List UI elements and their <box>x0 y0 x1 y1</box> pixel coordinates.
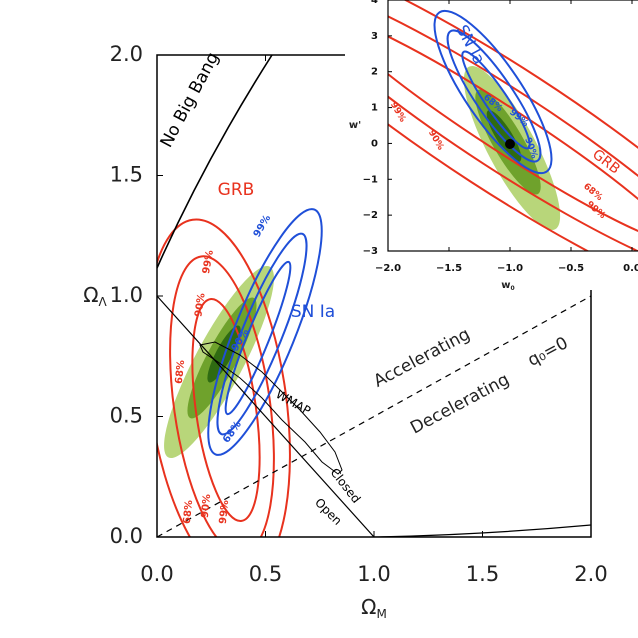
x-tick-label: 0.5 <box>249 562 282 586</box>
y-tick-label: −2 <box>363 210 378 221</box>
x-label: ΩM <box>361 595 387 621</box>
annotation: q₀=0 <box>524 333 571 371</box>
axis-symbol: w <box>501 280 510 291</box>
axis-subscript: M <box>376 607 386 621</box>
sn-90 <box>216 232 308 436</box>
annotation: 99% <box>252 213 273 239</box>
axis-symbol: w' <box>349 120 361 131</box>
y-tick-label: 1.0 <box>110 283 143 307</box>
annotation: 99% <box>201 249 216 274</box>
no-big-bang-line <box>157 55 273 269</box>
annotation: Closed <box>327 465 363 505</box>
sn-99 <box>207 208 323 456</box>
y-tick-label: 0.5 <box>110 404 143 428</box>
annotation: SN Ia <box>291 302 335 322</box>
inset-sn-90 <box>446 29 542 163</box>
inset-contours <box>388 0 638 251</box>
inset-sn-99 <box>433 9 553 175</box>
annotation: Open <box>312 495 345 528</box>
annotation: 68% <box>174 360 187 385</box>
x-tick-label: −0.5 <box>558 263 584 274</box>
x-label: w0 <box>501 280 514 292</box>
y-label: w' <box>349 120 361 131</box>
x-tick-label: 1.5 <box>466 562 499 586</box>
sn-68 <box>224 260 292 416</box>
annotation: 99% <box>218 500 231 525</box>
annotation: GRB <box>218 180 255 200</box>
grb-90 <box>169 255 275 537</box>
flat-line <box>157 295 375 537</box>
y-tick-label: −1 <box>363 174 378 185</box>
inset-grb-99 <box>388 0 638 251</box>
axis-subscript: 0 <box>511 285 515 292</box>
y-tick-label: −3 <box>363 246 378 257</box>
y-tick-label: 1 <box>371 103 378 114</box>
x-tick-label: −1.5 <box>436 263 462 274</box>
inset-grb-90 <box>388 0 638 251</box>
y-tick-label: 0.0 <box>110 524 143 548</box>
fiducial-point <box>505 139 515 149</box>
y-tick-label: 3 <box>371 31 378 42</box>
annotation: WMAP <box>273 387 313 418</box>
annotation: Accelerating <box>370 324 473 391</box>
y-tick-label: 1.5 <box>110 163 143 187</box>
inset-sn-68 <box>461 50 531 150</box>
inset-frame <box>387 0 638 252</box>
y-tick-label: 0 <box>371 138 378 149</box>
annotation: 90% <box>193 292 207 317</box>
x-tick-label: 1.0 <box>357 562 390 586</box>
annotation: Decelerating <box>407 370 513 439</box>
x-tick-label: 0.0 <box>140 562 173 586</box>
x-tick-label: 0.0 <box>623 263 638 274</box>
grb-99 <box>157 218 291 537</box>
y-label: ΩΛ <box>83 283 107 309</box>
annotation: 90% <box>200 494 213 519</box>
annotation: 68% <box>221 419 244 445</box>
y-tick-label: 4 <box>371 0 378 6</box>
annotation: No Big Bang <box>157 49 224 151</box>
wmap-contour <box>199 341 343 475</box>
y-tick-label: 2 <box>371 67 378 78</box>
y-tick-label: 2.0 <box>110 42 143 66</box>
x-tick-label: −1.0 <box>497 263 523 274</box>
annotation: 68% <box>182 500 195 525</box>
q0-line <box>157 295 591 537</box>
axis-symbol: Ω <box>83 283 98 307</box>
axis-subscript: Λ <box>99 295 108 309</box>
x-tick-label: −2.0 <box>375 263 401 274</box>
axis-symbol: Ω <box>361 595 376 619</box>
x-tick-label: 2.0 <box>574 562 607 586</box>
